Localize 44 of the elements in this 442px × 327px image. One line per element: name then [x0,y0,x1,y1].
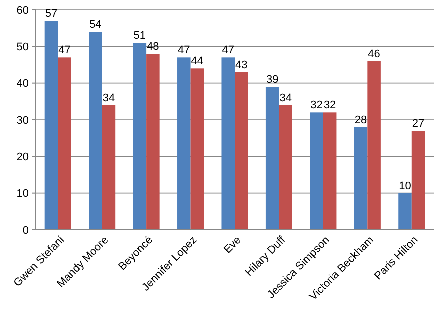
data-label: 27 [412,118,425,130]
data-label: 51 [134,30,146,42]
data-label: 57 [45,8,58,20]
bar [310,112,324,230]
data-label: 54 [90,19,102,31]
data-label: 39 [266,74,279,86]
data-label: 46 [368,48,380,60]
data-label: 34 [280,92,292,104]
bar [44,21,58,230]
bar [235,72,248,230]
y-tick-label: 60 [16,4,29,17]
bar [398,193,412,230]
data-label: 47 [178,44,190,57]
data-label: 32 [324,100,336,112]
bar [102,105,116,230]
x-tick-label: Eve [222,234,244,256]
y-tick-label: 50 [16,42,29,54]
bar [368,61,381,230]
data-label: 10 [399,180,412,192]
data-label: 44 [191,56,204,68]
data-label: 47 [222,44,234,57]
bar [222,58,235,230]
y-tick-label: 0 [22,224,29,237]
y-tick-label: 40 [16,78,29,90]
y-tick-label: 20 [16,152,29,164]
bar [279,105,292,230]
data-label: 43 [236,59,248,72]
bar [133,43,147,230]
bar [323,112,337,230]
data-label: 28 [354,114,368,126]
bar [190,68,204,230]
data-label: 32 [310,100,323,112]
bar [146,54,160,230]
data-label: 47 [58,44,71,57]
y-tick-label: 30 [16,114,29,127]
bar [412,131,426,230]
bar [266,87,280,230]
bar [89,32,102,230]
data-label: 34 [102,92,116,104]
bar [58,58,72,230]
bar [178,58,191,230]
bar [354,127,368,230]
data-label: 48 [147,41,160,53]
y-tick-label: 10 [16,188,29,200]
